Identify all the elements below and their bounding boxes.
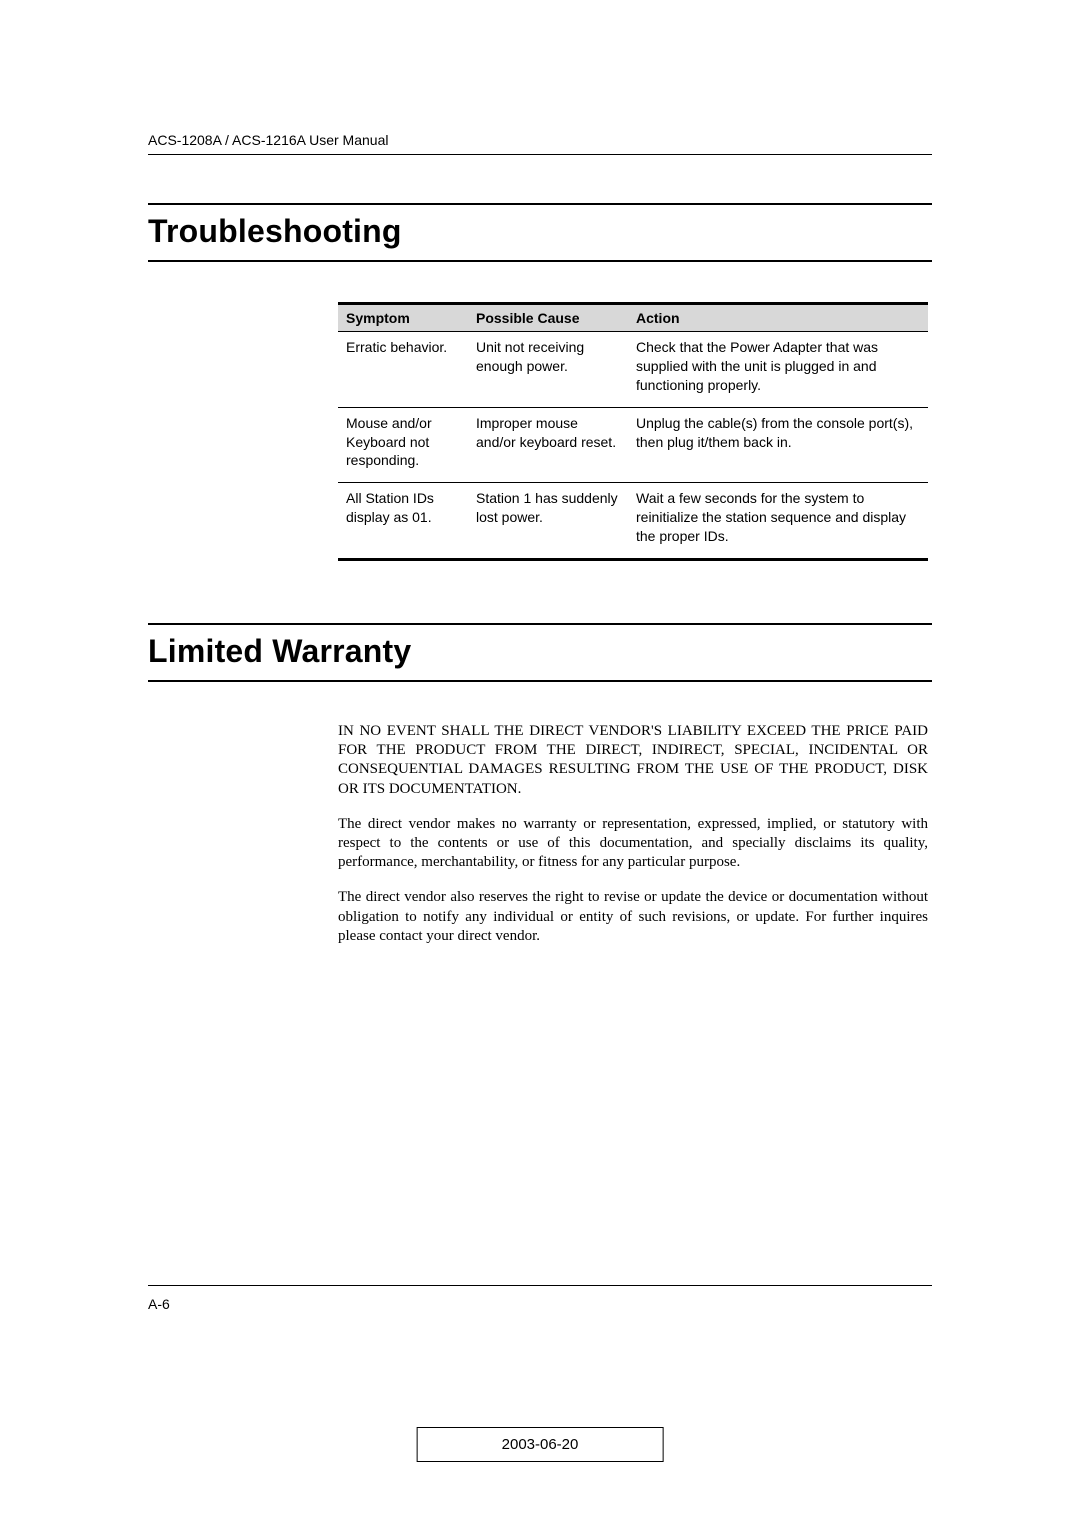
cell-symptom: Mouse and/or Keyboard not responding. bbox=[338, 407, 468, 483]
running-header: ACS-1208A / ACS-1216A User Manual bbox=[148, 132, 932, 155]
table-row: Mouse and/or Keyboard not responding. Im… bbox=[338, 407, 928, 483]
footer-date-box: 2003-06-20 bbox=[417, 1427, 664, 1462]
table-row: Erratic behavior. Unit not receiving eno… bbox=[338, 332, 928, 408]
warranty-paragraph: The direct vendor makes no warranty or r… bbox=[338, 815, 928, 873]
table-row: All Station IDs display as 01. Station 1… bbox=[338, 483, 928, 560]
rule-divider bbox=[148, 623, 932, 625]
rule-divider bbox=[148, 260, 932, 262]
troubleshooting-table-wrap: Symptom Possible Cause Action Erratic be… bbox=[338, 302, 928, 561]
rule-divider bbox=[148, 680, 932, 682]
cell-cause: Unit not receiving enough power. bbox=[468, 332, 628, 408]
col-header-symptom: Symptom bbox=[338, 304, 468, 332]
cell-symptom: All Station IDs display as 01. bbox=[338, 483, 468, 560]
cell-cause: Station 1 has suddenly lost power. bbox=[468, 483, 628, 560]
cell-action: Wait a few seconds for the system to rei… bbox=[628, 483, 928, 560]
footer-rule bbox=[148, 1285, 932, 1286]
page-root: ACS-1208A / ACS-1216A User Manual Troubl… bbox=[0, 0, 1080, 1528]
col-header-cause: Possible Cause bbox=[468, 304, 628, 332]
section-limited-warranty: Limited Warranty IN NO EVENT SHALL THE D… bbox=[148, 623, 932, 946]
cell-cause: Improper mouse and/or keyboard reset. bbox=[468, 407, 628, 483]
section-troubleshooting: Troubleshooting Symptom Possible Cause A… bbox=[148, 203, 932, 561]
cell-symptom: Erratic behavior. bbox=[338, 332, 468, 408]
warranty-paragraph: The direct vendor also reserves the righ… bbox=[338, 888, 928, 946]
col-header-action: Action bbox=[628, 304, 928, 332]
heading-troubleshooting: Troubleshooting bbox=[148, 213, 932, 250]
warranty-body: IN NO EVENT SHALL THE DIRECT VENDOR'S LI… bbox=[338, 722, 928, 946]
table-header-row: Symptom Possible Cause Action bbox=[338, 304, 928, 332]
warranty-paragraph: IN NO EVENT SHALL THE DIRECT VENDOR'S LI… bbox=[338, 722, 928, 799]
cell-action: Unplug the cable(s) from the console por… bbox=[628, 407, 928, 483]
heading-limited-warranty: Limited Warranty bbox=[148, 633, 932, 670]
cell-action: Check that the Power Adapter that was su… bbox=[628, 332, 928, 408]
troubleshooting-table: Symptom Possible Cause Action Erratic be… bbox=[338, 302, 928, 561]
page-number: A-6 bbox=[148, 1296, 170, 1312]
rule-divider bbox=[148, 203, 932, 205]
